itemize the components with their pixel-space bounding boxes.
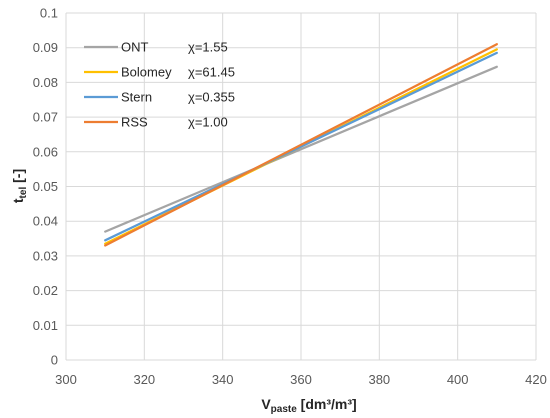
x-axis-title-unit: [dm³/m³]: [297, 396, 357, 412]
legend: ONT χ=1.55 Bolomey χ=61.45 Stern χ=0.355 RSS χ=…: [84, 40, 235, 130]
x-tick-label: 320: [133, 372, 155, 387]
y-axis-title: ttel [-]: [10, 169, 29, 203]
x-tick-label: 400: [447, 372, 469, 387]
y-tick-label: 0.1: [40, 6, 58, 21]
x-tick-labels: 300 320 340 360 380 400 420: [55, 372, 547, 387]
x-tick-label: 300: [55, 372, 77, 387]
legend-label-rss: RSS: [121, 115, 148, 130]
x-tick-label: 340: [212, 372, 234, 387]
legend-chi-bolomey: χ=61.45: [188, 65, 235, 80]
y-axis-title-main: t: [10, 198, 26, 203]
y-tick-label: 0.02: [33, 283, 58, 298]
y-tick-label: 0.05: [33, 179, 58, 194]
legend-chi-ont: χ=1.55: [188, 40, 228, 55]
y-axis-title-subscript: tel: [18, 187, 29, 199]
y-tick-label: 0.08: [33, 75, 58, 90]
legend-label-stern: Stern: [121, 90, 152, 105]
y-tick-label: 0.09: [33, 40, 58, 55]
y-tick-label: 0.07: [33, 110, 58, 125]
legend-chi-rss: χ=1.00: [188, 115, 228, 130]
x-tick-label: 420: [525, 372, 547, 387]
legend-label-bolomey: Bolomey: [121, 65, 172, 80]
x-axis-title-subscript: paste: [271, 404, 298, 415]
y-tick-label: 0.03: [33, 248, 58, 263]
y-tick-label: 0.06: [33, 144, 58, 159]
legend-label-ont: ONT: [121, 40, 149, 55]
series-line-stern: [104, 51, 498, 242]
series-lines: [104, 43, 498, 247]
x-axis-title: Vpaste [dm³/m³]: [261, 396, 356, 415]
x-axis-title-main: V: [261, 396, 271, 412]
series-line-ont: [104, 65, 498, 233]
y-axis-title-unit: [-]: [10, 169, 26, 187]
y-tick-label: 0: [51, 353, 58, 368]
x-tick-label: 360: [290, 372, 312, 387]
y-tick-labels: 0 0.01 0.02 0.03 0.04 0.05 0.06 0.07 0.08 0.09 0.1: [33, 6, 58, 368]
legend-chi-stern: χ=0.355: [188, 90, 235, 105]
x-tick-label: 380: [368, 372, 390, 387]
y-tick-label: 0.01: [33, 318, 58, 333]
y-tick-label: 0.04: [33, 214, 58, 229]
series-line-rss: [104, 43, 498, 247]
